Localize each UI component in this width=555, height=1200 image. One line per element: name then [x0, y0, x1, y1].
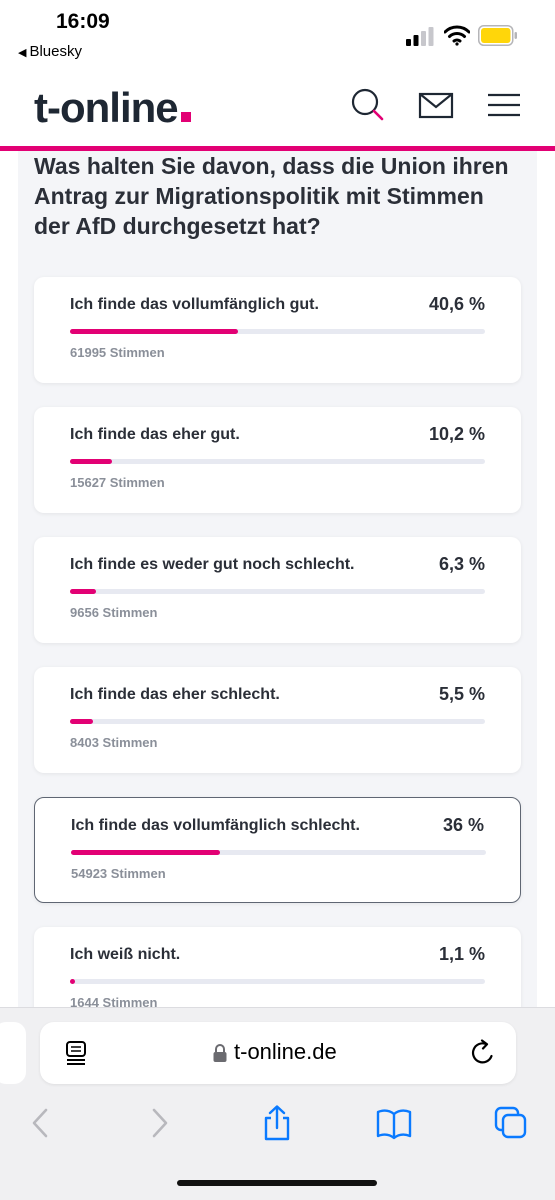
- menu-icon[interactable]: [486, 87, 522, 123]
- poll-result-bar-fill: [70, 329, 239, 334]
- poll-result-bar: [70, 329, 485, 334]
- poll-result-bar-fill: [70, 589, 97, 594]
- poll-option-label: Ich finde das eher gut.: [70, 426, 240, 443]
- poll-option-label: Ich weiß nicht.: [70, 946, 181, 963]
- poll-option-percent: 36 %: [442, 815, 484, 835]
- poll-option-card[interactable]: Ich finde es weder gut noch schlecht. 6,3…: [34, 537, 521, 643]
- back-arrow-icon[interactable]: [22, 1105, 58, 1141]
- poll-options: Ich finde das vollumfänglich gut. 40,6 % 6…: [34, 277, 521, 1007]
- status-bar: 16:09 ◀ Bluesky: [0, 0, 555, 70]
- forward-arrow-icon[interactable]: [142, 1105, 178, 1141]
- poll-result-bar: [70, 979, 485, 984]
- poll-option-card[interactable]: Ich finde das vollumfänglich schlecht. 36…: [34, 797, 521, 903]
- poll-option-label: Ich finde das vollumfänglich gut.: [70, 296, 319, 313]
- poll-result-bar: [71, 850, 486, 855]
- poll-option-percent: 5,5 %: [438, 684, 485, 704]
- cellular-signal-icon: [406, 27, 434, 46]
- poll-option-votes: 15627 Stimmen: [70, 475, 165, 490]
- logo-accent-dot: [180, 112, 191, 122]
- mail-icon[interactable]: [418, 87, 454, 123]
- poll-option-label: Ich finde es weder gut noch schlecht.: [70, 556, 355, 573]
- poll-result-bar-fill: [70, 979, 75, 984]
- poll-result-bar: [70, 589, 485, 594]
- poll-option-votes: 61995 Stimmen: [70, 345, 165, 360]
- poll-option-card[interactable]: Ich finde das eher schlecht. 5,5 % 8403 St…: [34, 667, 521, 773]
- poll-option-percent: 1,1 %: [438, 944, 485, 964]
- poll-widget: Was halten Sie davon, dass die Union ihr…: [18, 151, 537, 1007]
- poll-result-bar-fill: [71, 850, 221, 855]
- reader-icon[interactable]: [64, 1040, 90, 1066]
- t-online-logo[interactable]: t-online: [34, 84, 191, 132]
- header-accent-line: [0, 146, 555, 151]
- back-triangle-icon: ◀: [18, 47, 27, 59]
- poll-option-votes: 9656 Stimmen: [70, 605, 158, 620]
- status-time: 16:09: [56, 10, 110, 33]
- reload-icon[interactable]: [469, 1039, 497, 1067]
- poll-option-card[interactable]: Ich finde das vollumfänglich gut. 40,6 % 6…: [34, 277, 521, 383]
- poll-result-bar-fill: [70, 719, 93, 724]
- poll-option-votes: 8403 Stimmen: [70, 735, 158, 750]
- lock-icon: [213, 1044, 227, 1062]
- poll-option-label: Ich finde das eher schlecht.: [70, 686, 280, 703]
- poll-option-percent: 6,3 %: [438, 554, 485, 574]
- poll-result-bar-fill: [70, 459, 113, 464]
- poll-result-bar: [70, 459, 485, 464]
- poll-option-label: Ich finde das vollumfänglich schlecht.: [71, 817, 360, 834]
- back-to-app-link[interactable]: ◀ Bluesky: [18, 43, 82, 60]
- browser-toolbar: t-online.de: [0, 1007, 555, 1200]
- poll-question: Was halten Sie davon, dass die Union ihr…: [34, 153, 509, 239]
- wifi-icon: [444, 25, 470, 46]
- battery-icon: [478, 25, 517, 46]
- bookmarks-icon[interactable]: [376, 1105, 412, 1141]
- poll-result-bar: [70, 719, 485, 724]
- poll-option-percent: 10,2 %: [428, 424, 485, 444]
- search-icon[interactable]: [350, 87, 386, 123]
- tabs-icon[interactable]: [493, 1105, 529, 1141]
- poll-option-votes: 1644 Stimmen: [70, 995, 158, 1007]
- poll-option-card[interactable]: Ich weiß nicht. 1,1 % 1644 Stimmen: [34, 927, 521, 1007]
- home-indicator: [177, 1180, 377, 1186]
- poll-option-percent: 40,6 %: [428, 294, 485, 314]
- previous-tab-edge[interactable]: [0, 1022, 26, 1084]
- back-app-label: Bluesky: [29, 43, 82, 60]
- poll-option-card[interactable]: Ich finde das eher gut. 10,2 % 15627 Stimm…: [34, 407, 521, 513]
- poll-option-votes: 54923 Stimmen: [71, 866, 166, 881]
- address-bar[interactable]: t-online.de: [40, 1022, 516, 1084]
- site-header: t-online: [0, 70, 555, 151]
- logo-text: t-online: [34, 84, 179, 131]
- share-icon[interactable]: [259, 1105, 295, 1141]
- url-text: t-online.de: [234, 1039, 337, 1064]
